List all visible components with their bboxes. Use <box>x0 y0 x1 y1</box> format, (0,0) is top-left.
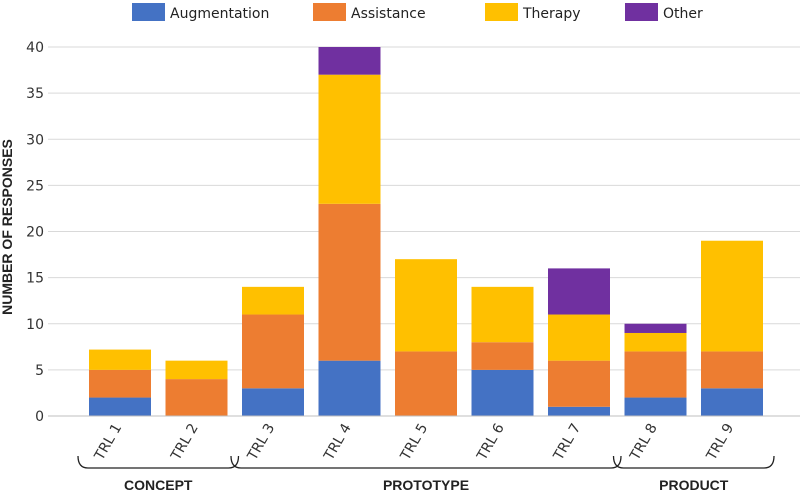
y-tick-label: 10 <box>26 317 44 333</box>
group-bracket-product <box>612 455 775 469</box>
y-axis-label: NUMBER OF RESPONSES <box>0 139 15 315</box>
group-bracket-prototype <box>230 455 622 469</box>
legend-label-assistance: Assistance <box>351 6 426 22</box>
legend: Augmentation Assistance Therapy Other <box>132 3 703 22</box>
bar-trl-8-augmentation <box>624 397 687 416</box>
bar-trl-1-augmentation <box>89 397 151 416</box>
bar-trl-7-therapy <box>548 314 610 361</box>
bar-trl-2-therapy <box>165 360 228 380</box>
bar-trl-6-assistance <box>471 342 534 370</box>
legend-swatch-other <box>625 3 658 21</box>
bar-trl-5-therapy <box>395 259 457 352</box>
bar-trl-7-other <box>548 268 610 315</box>
legend-swatch-therapy <box>485 3 518 21</box>
x-tick-label: TRL 7 <box>550 421 584 464</box>
bar-trl-2-assistance <box>165 379 228 416</box>
x-tick-label: TRL 4 <box>321 421 355 464</box>
y-axis-ticks: 0 5 10 15 20 25 30 35 40 <box>26 40 44 425</box>
x-tick-label: TRL 5 <box>397 421 431 464</box>
bar-trl-1-therapy <box>89 349 151 370</box>
bar-trl-3-therapy <box>242 286 304 315</box>
legend-swatch-augmentation <box>132 3 165 21</box>
bar-trl-1-assistance <box>89 369 151 398</box>
bar-trl-4-augmentation <box>318 360 381 416</box>
legend-label-therapy: Therapy <box>522 6 581 22</box>
y-tick-label: 15 <box>26 271 44 287</box>
y-tick-label: 30 <box>26 132 44 148</box>
bar-trl-9-augmentation <box>701 388 763 416</box>
bar-trl-8-other <box>624 323 687 333</box>
x-tick-label: TRL 8 <box>627 421 661 464</box>
legend-swatch-assistance <box>313 3 346 21</box>
bar-trl-9-therapy <box>701 240 763 352</box>
x-tick-label: TRL 3 <box>244 421 278 464</box>
group-bracket-concept <box>77 455 240 469</box>
y-tick-label: 40 <box>26 40 44 56</box>
bar-trl-8-assistance <box>624 351 687 398</box>
group-label-product: PRODUCT <box>659 477 729 491</box>
bar-trl-6-augmentation <box>471 369 534 416</box>
x-tick-label: TRL 9 <box>703 421 737 464</box>
bar-trl-3-augmentation <box>242 388 304 416</box>
bar-trl-7-assistance <box>548 360 610 407</box>
y-tick-label: 0 <box>35 409 44 425</box>
legend-label-other: Other <box>663 6 703 22</box>
bar-trl-4-other <box>318 47 381 75</box>
x-axis-ticks: TRL 1 TRL 2 TRL 3 TRL 4 TRL 5 TRL 6 TRL 7 TRL 8… <box>91 421 737 464</box>
bar-trl-8-therapy <box>624 332 687 352</box>
category-groups: CONCEPT PROTOTYPE PRODUCT <box>77 455 775 491</box>
bar-trl-6-therapy <box>471 286 534 343</box>
bar-trl-3-assistance <box>242 314 304 389</box>
y-tick-label: 35 <box>26 86 44 102</box>
group-label-concept: CONCEPT <box>124 477 193 491</box>
x-tick-label: TRL 6 <box>474 421 508 464</box>
legend-label-augmentation: Augmentation <box>170 6 269 22</box>
bar-trl-9-assistance <box>701 351 763 389</box>
bar-trl-4-assistance <box>318 203 381 361</box>
group-label-prototype: PROTOTYPE <box>383 477 469 491</box>
y-tick-label: 20 <box>26 225 44 241</box>
x-tick-label: TRL 2 <box>168 421 202 464</box>
x-tick-label: TRL 1 <box>91 421 125 464</box>
bar-trl-5-assistance <box>395 351 457 416</box>
y-tick-label: 5 <box>35 363 44 379</box>
bars <box>89 47 763 416</box>
bar-trl-7-augmentation <box>548 406 610 416</box>
y-tick-label: 25 <box>26 178 44 194</box>
bar-trl-4-therapy <box>318 74 381 204</box>
